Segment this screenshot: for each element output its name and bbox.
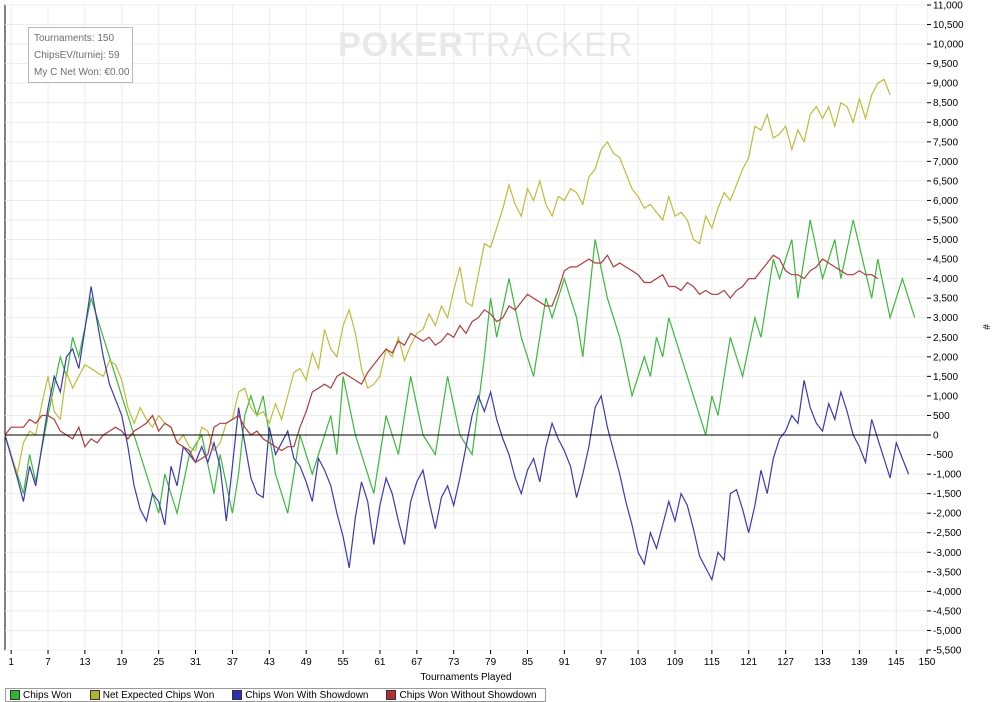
plot-area xyxy=(4,4,928,651)
y-axis: -5,500 -5,000 -4,500 -4,000 -3,500 -3,000 -2,5… xyxy=(927,1,964,657)
y-tick-label: 10,500 xyxy=(933,20,964,31)
x-tick-label: 103 xyxy=(630,657,647,668)
x-tick-label: 115 xyxy=(704,657,720,668)
x-tick-label: 1 xyxy=(8,657,14,668)
y-tick-label: 9,500 xyxy=(933,59,958,70)
y-tick-label: -2,500 xyxy=(933,528,962,539)
x-tick-label: 7 xyxy=(45,657,51,668)
y-tick-label: 8,000 xyxy=(933,118,958,129)
pokertracker-watermark: POKERTRACKER xyxy=(338,26,634,64)
y-tick-label: 0 xyxy=(933,431,939,442)
x-tick-label: 43 xyxy=(264,657,276,668)
y-tick-label: -4,500 xyxy=(933,606,962,617)
x-tick-label: 91 xyxy=(559,657,571,668)
legend: Chips Won Net Expected Chips Won Chips Won… xyxy=(5,688,546,702)
x-tick-label: 73 xyxy=(448,657,460,668)
y-tick-label: 3,000 xyxy=(933,313,958,324)
y-tick-label: 1,000 xyxy=(933,391,958,402)
y-tick-label: 6,000 xyxy=(933,196,958,207)
y-tick-label: 4,000 xyxy=(933,274,958,285)
x-tick-label: 49 xyxy=(301,657,313,668)
series-line-net-expected-chips-won xyxy=(4,78,891,475)
x-axis: 1 7 13 19 25 31 37 43 49 55 61 67 73 79 85 91 97 103 109 11… xyxy=(8,650,936,668)
y-tick-label: 8,500 xyxy=(933,98,958,109)
x-axis-label: Tournaments Played xyxy=(420,672,511,683)
y-tick-label: -5,000 xyxy=(933,626,962,637)
stat-net-won: My C Net Won: €0.00 xyxy=(34,67,130,78)
x-tick-label: 85 xyxy=(522,657,534,668)
series-line-chips-won-without-showdown xyxy=(4,254,879,464)
x-tick-label: 13 xyxy=(79,657,91,668)
x-tick-label: 37 xyxy=(227,657,239,668)
y-tick-label: 7,000 xyxy=(933,157,958,168)
y-tick-label: -1,000 xyxy=(933,470,962,481)
y-tick-label: -4,000 xyxy=(933,587,962,598)
y-tick-label: -1,500 xyxy=(933,489,962,500)
y-tick-label: -500 xyxy=(933,450,953,461)
legend-label: Net Expected Chips Won xyxy=(102,689,215,701)
y-tick-label: 7,500 xyxy=(933,137,958,148)
x-tick-label: 31 xyxy=(190,657,202,668)
x-tick-label: 61 xyxy=(374,657,386,668)
y-tick-label: 1,500 xyxy=(933,372,958,383)
x-tick-label: 121 xyxy=(740,657,757,668)
y-tick-label: 2,000 xyxy=(933,352,958,363)
stat-tournaments: Tournaments: 150 xyxy=(34,33,115,44)
y-tick-label: -5,500 xyxy=(933,646,962,657)
stat-chipsev: ChipsEV/turniej: 59 xyxy=(34,50,120,61)
y-tick-label: 11,000 xyxy=(933,1,963,12)
y-tick-label: -3,500 xyxy=(933,567,962,578)
legend-label: Chips Won With Showdown xyxy=(245,689,369,701)
x-tick-label: 109 xyxy=(667,657,684,668)
y-tick-label: 5,000 xyxy=(933,235,958,246)
x-tick-label: 133 xyxy=(814,657,831,668)
x-tick-label: 145 xyxy=(888,657,905,668)
x-tick-label: 67 xyxy=(411,657,423,668)
y-axis-label: # xyxy=(980,324,991,330)
y-tick-label: 4,500 xyxy=(933,255,958,266)
x-tick-label: 97 xyxy=(596,657,608,668)
y-tick-label: 10,000 xyxy=(933,40,964,51)
legend-label: Chips Won xyxy=(23,689,72,701)
legend-label: Chips Won Without Showdown xyxy=(399,689,537,701)
x-tick-label: 55 xyxy=(338,657,350,668)
y-tick-label: 9,000 xyxy=(933,79,958,90)
stats-box: Tournaments: 150 ChipsEV/turniej: 59 My … xyxy=(28,27,133,83)
series-line-chips-won-with-showdown xyxy=(4,286,910,582)
y-tick-label: 3,500 xyxy=(933,294,958,305)
y-tick-label: 2,500 xyxy=(933,333,958,344)
x-tick-label: 127 xyxy=(777,657,794,668)
y-tick-label: 500 xyxy=(933,411,950,422)
x-tick-label: 150 xyxy=(919,657,936,668)
y-tick-label: 5,500 xyxy=(933,216,958,227)
x-tick-label: 25 xyxy=(153,657,165,668)
x-tick-label: 79 xyxy=(485,657,497,668)
x-tick-label: 139 xyxy=(851,657,868,668)
y-tick-label: -2,000 xyxy=(933,509,962,520)
x-tick-label: 19 xyxy=(116,657,128,668)
y-tick-label: 6,500 xyxy=(933,176,958,187)
y-tick-label: -3,000 xyxy=(933,548,962,559)
